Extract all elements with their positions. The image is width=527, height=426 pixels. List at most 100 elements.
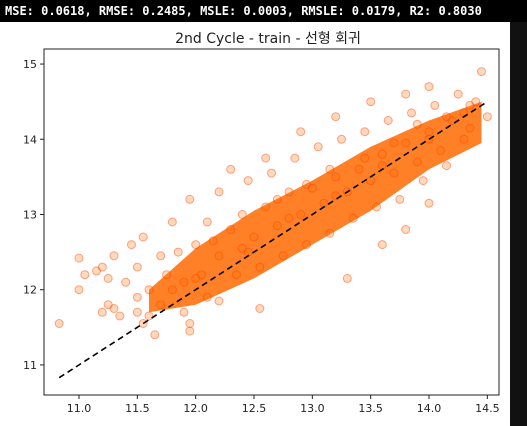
x-tick-label: 13.0: [300, 402, 325, 415]
scatter-point: [377, 161, 387, 171]
x-tick-label: 12.5: [242, 402, 267, 415]
scatter-point: [185, 326, 195, 336]
scatter-point: [407, 108, 416, 118]
scatter-point: [74, 285, 84, 295]
scatter-point: [197, 270, 206, 280]
scatter-point: [278, 251, 288, 261]
scatter-point: [354, 164, 364, 174]
x-tick-label: 11.0: [67, 402, 92, 415]
scatter-point: [156, 251, 166, 261]
scatter-point: [214, 251, 224, 261]
scatter-point: [307, 183, 317, 193]
scatter-point: [366, 176, 376, 186]
scatter-point: [179, 277, 189, 287]
x-tick-label: 14.5: [475, 402, 500, 415]
scatter-point: [255, 262, 265, 272]
scatter-point: [319, 198, 329, 208]
scatter-point: [109, 251, 119, 261]
scatter-point: [302, 240, 311, 250]
scatter-point: [179, 307, 189, 317]
scatter-point: [296, 210, 306, 219]
scatter-chart: 2nd Cycle - train - 선형 회귀 11.0 11.5 12.0 12…: [23, 31, 500, 415]
scatter-point: [331, 112, 341, 122]
scatter-point: [412, 157, 422, 167]
scatter-point: [337, 134, 346, 144]
scatter-point: [424, 82, 434, 92]
scatter-point: [313, 142, 323, 152]
scatter-point: [115, 311, 125, 321]
scatter-point: [261, 202, 271, 212]
y-tick-label: 15: [23, 58, 37, 71]
scatter-point: [284, 187, 294, 197]
scatter-point: [232, 270, 241, 280]
scatter-point: [377, 240, 387, 250]
scatter-point: [226, 225, 236, 234]
x-tick-label: 14.0: [417, 402, 442, 415]
scatter-point: [167, 285, 177, 295]
scatter-point: [144, 285, 154, 295]
scatter-point: [272, 221, 282, 231]
scatter-point: [424, 127, 434, 137]
scatter-point: [418, 176, 428, 186]
scatter-point: [97, 262, 107, 272]
scatter-point: [342, 273, 352, 283]
scatter-point: [459, 134, 469, 144]
scatter-point: [477, 67, 486, 77]
scatter-point: [389, 138, 399, 148]
scatter-point: [325, 164, 335, 174]
scatter-point: [243, 176, 253, 186]
y-tick-label: 14: [23, 133, 37, 146]
scatter-point: [395, 194, 405, 204]
scatter-point: [162, 270, 171, 280]
scatter-point: [214, 187, 224, 197]
scatter-point: [109, 304, 119, 313]
scatter-point: [80, 270, 90, 280]
scatter-point: [167, 217, 177, 227]
scatter-point: [144, 311, 154, 321]
scatter-point: [360, 153, 370, 163]
points-layer: [54, 67, 492, 340]
x-tick-label: 12.0: [183, 402, 208, 415]
scatter-point: [471, 97, 481, 107]
scatter-point: [482, 112, 492, 122]
scatter-point: [401, 89, 411, 99]
scatter-point: [54, 319, 64, 328]
y-tick-label: 11: [23, 359, 37, 372]
scatter-point: [442, 112, 451, 122]
scatter-point: [191, 273, 201, 283]
scatter-point: [377, 149, 387, 159]
dense-point-band: [149, 101, 482, 313]
scatter-point: [202, 217, 212, 227]
scatter-point: [272, 194, 282, 204]
scatter-point: [424, 198, 434, 208]
scatter-point: [465, 123, 475, 133]
scatter-point: [138, 232, 148, 242]
scatter-point: [442, 161, 451, 171]
scatter-point: [360, 127, 370, 137]
scatter-point: [401, 225, 411, 234]
scatter-point: [185, 319, 195, 328]
scatter-point: [348, 213, 358, 223]
scatter-point: [138, 319, 148, 328]
scatter-point: [202, 292, 212, 302]
scatter-point: [74, 253, 84, 263]
scatter-point: [173, 247, 183, 257]
scatter-point: [389, 168, 399, 178]
y-tick-label: 13: [23, 208, 37, 221]
scatter-point: [127, 240, 136, 250]
x-tick-label: 11.5: [125, 402, 150, 415]
metrics-bar: MSE: 0.0618, RMSE: 0.2485, MSLE: 0.0003,…: [0, 0, 527, 22]
scatter-point: [383, 116, 393, 125]
scatter-point: [121, 277, 131, 287]
scatter-point: [132, 262, 142, 272]
plot-frame: [43, 48, 500, 396]
scatter-point: [103, 300, 113, 310]
scatter-point: [249, 232, 259, 242]
scatter-point: [453, 89, 463, 99]
scatter-point: [261, 153, 271, 163]
scatter-point: [284, 213, 294, 223]
scatter-point: [296, 127, 306, 137]
scatter-point: [132, 292, 142, 302]
scatter-point: [237, 210, 247, 219]
right-edge-strip: [510, 22, 527, 426]
